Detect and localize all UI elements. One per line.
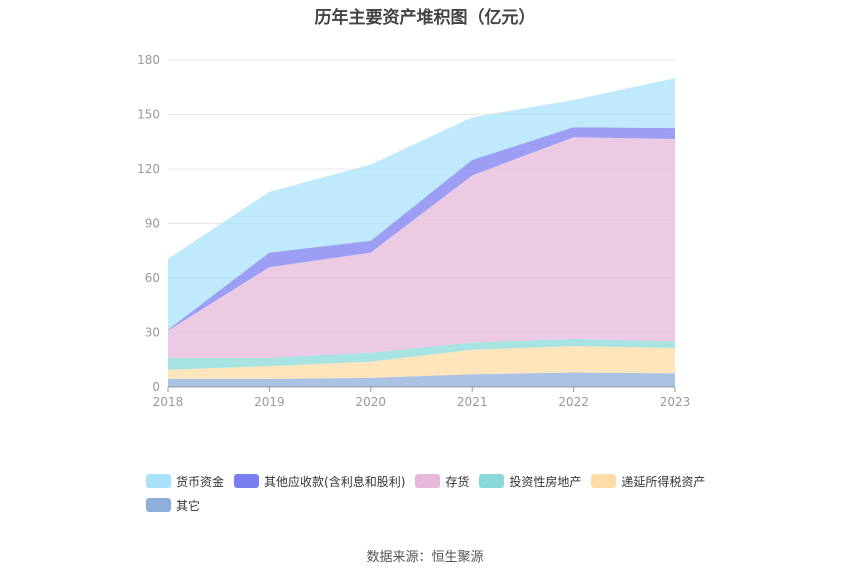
legend-label: 其他应收款(含利息和股利): [264, 474, 406, 489]
y-tick-label: 180: [137, 53, 160, 67]
legend-swatch: [146, 474, 171, 488]
stacked-area-chart: 0 30 60 90 120 150 180 2018 2019 2020 2021 2022 2023: [137, 53, 691, 409]
legend-label: 递延所得税资产: [621, 474, 706, 489]
x-tick-label: 2022: [558, 395, 589, 409]
y-tick-label: 60: [145, 271, 160, 285]
legend-item[interactable]: 其他应收款(含利息和股利): [234, 472, 405, 490]
legend-item[interactable]: 递延所得税资产: [591, 472, 705, 490]
area-series-2: [168, 346, 675, 379]
legend-item[interactable]: 货币资金: [146, 472, 224, 490]
legend-label: 投资性房地产: [509, 474, 582, 489]
area-series-1: [168, 372, 675, 387]
legend-label: 存货: [445, 474, 470, 489]
x-tick-label: 2021: [457, 395, 488, 409]
y-tick-label: 0: [152, 380, 160, 394]
x-tick-label: 2018: [153, 395, 184, 409]
legend-swatch: [146, 498, 171, 512]
legend-swatch: [591, 474, 617, 488]
chart-legend: 货币资金 其他应收款(含利息和股利) 存货 投资性房地产 递延所得税资产其它: [146, 472, 746, 514]
area-series-3: [168, 338, 675, 370]
chart-title: 历年主要资产堆积图（亿元）: [314, 8, 536, 28]
x-tick-label: 2020: [356, 395, 387, 409]
legend-swatch: [234, 474, 260, 488]
legend-item[interactable]: 其它: [146, 496, 200, 514]
legend-label: 其它: [176, 498, 201, 513]
legend-item[interactable]: 存货: [415, 472, 469, 490]
legend-label: 货币资金: [176, 474, 225, 489]
area-series-4: [168, 137, 675, 358]
y-tick-label: 150: [137, 108, 160, 122]
data-source: 数据来源：恒生聚源: [366, 550, 484, 565]
x-tick-label: 2019: [254, 395, 285, 409]
x-tick-label: 2023: [660, 395, 691, 409]
legend-swatch: [415, 474, 441, 488]
legend-item[interactable]: 投资性房地产: [479, 472, 581, 490]
y-tick-label: 120: [137, 162, 160, 176]
area-series-6: [168, 78, 675, 330]
legend-swatch: [479, 474, 505, 488]
y-tick-label: 90: [145, 217, 160, 231]
y-tick-label: 30: [145, 326, 160, 340]
